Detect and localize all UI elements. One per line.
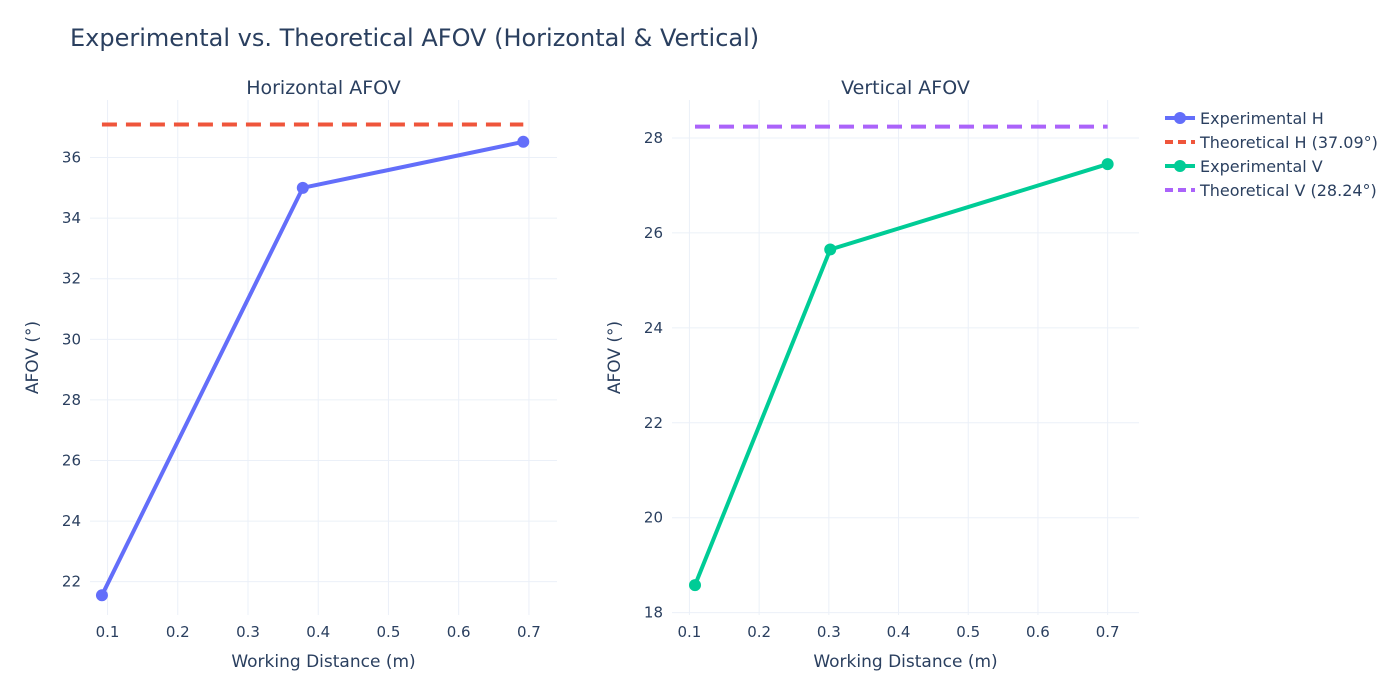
x-axis-label: Working Distance (m) <box>231 652 415 672</box>
x-tick-label: 0.7 <box>517 623 541 641</box>
legend-label: Experimental V <box>1200 156 1323 176</box>
x-tick-label: 0.5 <box>377 623 401 641</box>
y-tick-label: 22 <box>62 573 81 591</box>
legend-label: Theoretical V (28.24°) <box>1200 180 1377 200</box>
x-tick-label: 0.4 <box>887 623 911 641</box>
legend-item[interactable]: Theoretical V (28.24°) <box>1164 178 1378 202</box>
y-tick-label: 18 <box>644 604 663 622</box>
x-tick-label: 0.2 <box>166 623 190 641</box>
legend-swatch <box>1165 140 1195 144</box>
experimental-h-point <box>95 589 108 602</box>
experimental-v-point <box>824 243 837 256</box>
legend[interactable]: Experimental H Theoretical H (37.09°) Expe… <box>1164 106 1378 202</box>
y-axis-label: AFOV (°) <box>23 321 43 394</box>
x-tick-label: 0.4 <box>306 623 330 641</box>
x-tick-label: 0.1 <box>96 623 120 641</box>
x-tick-label: 0.6 <box>447 623 471 641</box>
x-tick-label: 0.1 <box>677 623 701 641</box>
x-tick-label: 0.3 <box>236 623 260 641</box>
legend-label: Experimental H <box>1200 108 1324 128</box>
y-tick-label: 36 <box>62 149 81 167</box>
legend-item[interactable]: Theoretical H (37.09°) <box>1164 130 1378 154</box>
y-axis-label: AFOV (°) <box>605 321 625 394</box>
legend-item[interactable]: Experimental H <box>1164 106 1378 130</box>
x-tick-label: 0.5 <box>956 623 980 641</box>
experimental-h-point <box>517 135 530 148</box>
legend-label: Theoretical H (37.09°) <box>1200 132 1378 152</box>
y-tick-label: 24 <box>644 319 663 337</box>
experimental-v-point <box>1101 158 1114 171</box>
y-tick-label: 28 <box>644 129 663 147</box>
subplot-2: 0.1 0.2 0.3 0.4 0.5 0.6 0.7 18 20 22 24 26 28 Vertica… <box>605 77 1139 672</box>
x-tick-label: 0.2 <box>747 623 771 641</box>
figure-title: Experimental vs. Theoretical AFOV (Horiz… <box>70 24 760 52</box>
y-tick-label: 32 <box>62 270 81 288</box>
y-tick-label: 24 <box>62 512 81 530</box>
legend-item[interactable]: Experimental V <box>1164 154 1378 178</box>
x-tick-label: 0.6 <box>1026 623 1050 641</box>
y-tick-label: 26 <box>644 224 663 242</box>
legend-swatch <box>1165 188 1195 192</box>
y-tick-label: 34 <box>62 209 81 227</box>
subplot-title: Horizontal AFOV <box>246 77 401 99</box>
experimental-v-point <box>689 579 702 592</box>
y-tick-label: 22 <box>644 414 663 432</box>
experimental-h-line <box>100 139 524 597</box>
subplot-1: 0.1 0.2 0.3 0.4 0.5 0.6 0.7 22 24 26 28 30 32 34 36 Hor… <box>23 77 557 672</box>
experimental-h-point <box>296 181 309 194</box>
x-tick-label: 0.3 <box>817 623 841 641</box>
y-tick-label: 20 <box>644 509 663 527</box>
legend-swatch <box>1165 160 1195 172</box>
experimental-v-line <box>693 162 1109 586</box>
y-tick-label: 30 <box>62 330 81 348</box>
subplot-title: Vertical AFOV <box>841 77 970 99</box>
y-tick-label: 26 <box>62 452 81 470</box>
x-tick-label: 0.7 <box>1096 623 1120 641</box>
legend-swatch <box>1165 112 1195 124</box>
y-tick-label: 28 <box>62 391 81 409</box>
x-axis-label: Working Distance (m) <box>813 652 997 672</box>
